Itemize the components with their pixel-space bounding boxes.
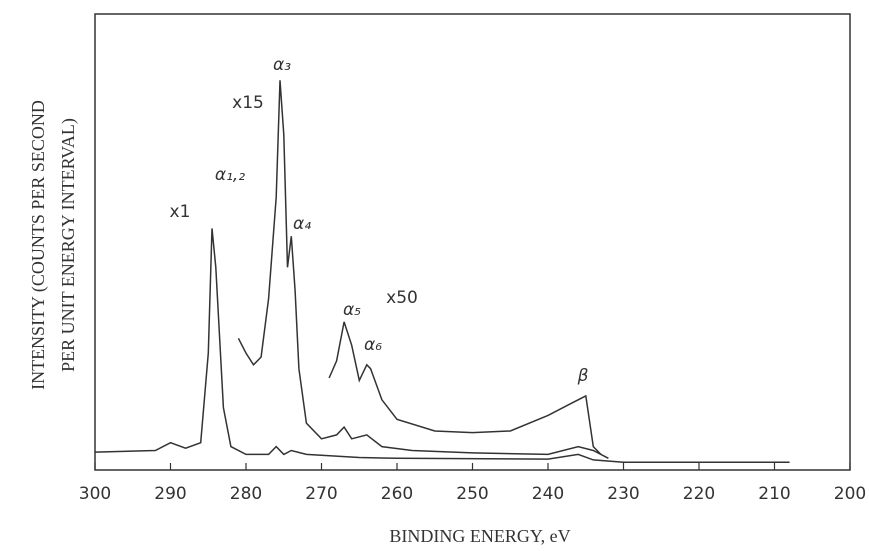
- line: [237, 80, 609, 459]
- x-tick-label: 210: [758, 484, 790, 504]
- x-tick-label: 250: [456, 484, 488, 504]
- x-tick-label: 200: [834, 484, 866, 504]
- x-tick-label: 280: [230, 484, 262, 504]
- line: [328, 321, 602, 455]
- y-axis-label: PER UNIT ENERGY INTERVAL): [58, 118, 79, 372]
- x-axis-label: BINDING ENERGY, eV: [389, 526, 570, 546]
- peak-label: β: [577, 366, 589, 386]
- curve-label: x50: [386, 288, 418, 308]
- x-tick-label: 270: [305, 484, 337, 504]
- x-tick-label: 220: [683, 484, 715, 504]
- x-tick-label: 260: [381, 484, 413, 504]
- x-tick-label: 230: [607, 484, 639, 504]
- curve-label: x15: [232, 93, 264, 113]
- peak-label: α₆: [364, 335, 382, 355]
- x-tick-label: 290: [154, 484, 186, 504]
- peak-label: α₃: [273, 55, 291, 75]
- y-axis-label: INTENSITY (COUNTS PER SECOND: [28, 100, 49, 390]
- peak-label: α₁,₂: [215, 165, 245, 185]
- peak-label: α₄: [293, 214, 311, 234]
- x-tick-label: 300: [79, 484, 111, 504]
- x-tick-label: 240: [532, 484, 564, 504]
- peak-label: α₅: [343, 300, 361, 320]
- line: [94, 228, 790, 463]
- plot-frame: [94, 13, 851, 471]
- curve-label: x1: [170, 202, 191, 222]
